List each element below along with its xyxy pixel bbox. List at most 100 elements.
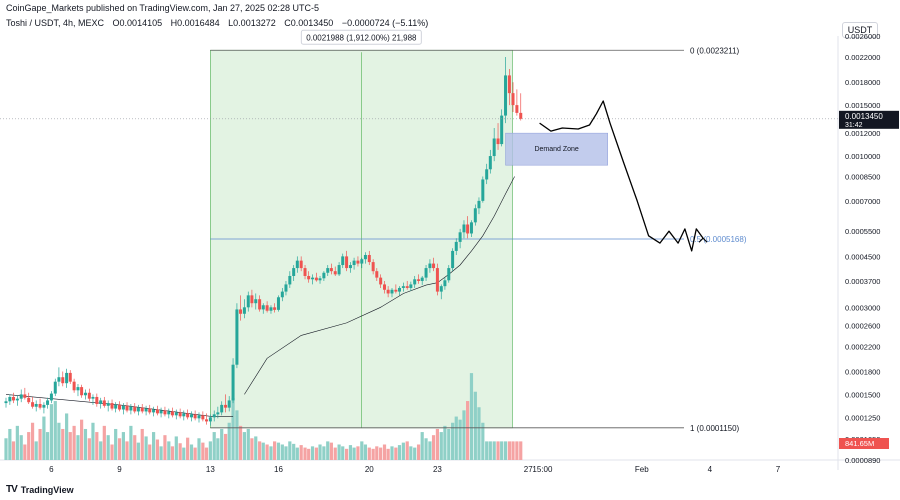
candle-body — [87, 392, 91, 399]
volume-bar — [435, 428, 440, 460]
candle-body — [276, 297, 280, 310]
volume-bar — [295, 447, 299, 460]
volume-bar — [117, 438, 122, 460]
candle-body — [170, 411, 174, 416]
symbol-label[interactable]: Toshi / USDT, 4h, MEXC — [6, 18, 105, 28]
price-tick-label: 0.0003000 — [845, 303, 880, 312]
volume-bar — [170, 446, 175, 460]
volume-bar — [53, 401, 57, 460]
candle-body — [439, 286, 443, 292]
candle-body — [261, 305, 265, 310]
fib-level-label: 0.5 (0.0005168) — [690, 235, 747, 244]
volume-bar — [519, 441, 523, 460]
time-tick-label: 16 — [274, 465, 283, 474]
ohlc-change: −0.0000724 (−5.11%) — [341, 18, 429, 28]
demand-zone[interactable] — [505, 132, 608, 166]
candle-body — [250, 295, 254, 304]
volume-bar — [80, 419, 84, 460]
price-tick-label: 0.0001800 — [845, 368, 880, 377]
volume-bar — [481, 422, 485, 460]
volume-value: 841.65M — [845, 439, 874, 448]
candle-body — [273, 307, 277, 310]
candle-body — [360, 259, 364, 264]
candle-body — [19, 394, 23, 399]
candle-body — [80, 387, 84, 396]
volume-bar — [42, 416, 46, 460]
volume-bar — [30, 422, 35, 460]
candle-body — [466, 224, 470, 234]
candle-body — [46, 400, 50, 405]
volume-tag — [839, 438, 889, 449]
volume-bar — [473, 391, 477, 460]
candle-body — [99, 400, 103, 404]
volume-bar — [189, 444, 194, 460]
volume-bar — [193, 447, 197, 460]
volume-bar — [428, 441, 432, 460]
candle-body — [477, 200, 481, 209]
volume-bar — [102, 425, 106, 460]
volume-bar — [344, 448, 349, 460]
time-tick-label: 27 — [524, 465, 533, 474]
candle-body — [345, 256, 349, 269]
projection-path[interactable] — [539, 100, 704, 252]
candle-body — [231, 364, 235, 401]
currency-button[interactable]: USDT — [842, 22, 878, 38]
volume-bar — [269, 446, 273, 460]
candle-body — [227, 400, 231, 408]
price-tick-label: 0.0002200 — [845, 342, 880, 351]
candle-body — [284, 284, 288, 292]
tradingview-logo-icon: TV — [6, 484, 18, 495]
volume-bar — [220, 428, 224, 460]
candle-body — [140, 407, 144, 412]
ohlc-close: C0.0013450 — [284, 18, 334, 28]
volume-bar — [95, 432, 99, 460]
volume-bar — [276, 442, 281, 460]
current-price-tag — [839, 110, 899, 129]
volume-bar — [223, 433, 228, 460]
volume-bar — [208, 441, 212, 460]
candle-body — [500, 115, 504, 145]
volume-bar — [258, 441, 262, 460]
candle-body — [451, 250, 455, 269]
volume-bar — [148, 444, 152, 460]
volume-bar — [356, 446, 360, 460]
measure-label-box — [300, 29, 422, 45]
volume-bar — [68, 432, 72, 460]
candle-body — [159, 410, 163, 414]
candle-body — [401, 286, 405, 288]
candle-body — [492, 138, 496, 157]
volume-bar — [23, 444, 27, 460]
volume-bar — [167, 441, 171, 460]
candle-body — [348, 265, 352, 269]
volume-bar — [216, 438, 220, 460]
candle-body — [155, 409, 159, 414]
time-tick-label: 7 — [776, 465, 781, 474]
volume-bar — [401, 442, 405, 460]
tradingview-brand: TradingView — [20, 484, 74, 495]
volume-bar — [382, 444, 387, 460]
candle-body — [307, 275, 311, 280]
candle-body — [57, 377, 61, 382]
candle-body — [496, 138, 500, 145]
candle-body — [265, 305, 269, 311]
candle-body — [488, 156, 492, 170]
volume-bar — [65, 413, 69, 460]
volume-bar — [454, 416, 458, 460]
volume-bar — [19, 435, 23, 460]
candle-body — [53, 381, 57, 394]
price-tick-label: 0.0004500 — [845, 252, 880, 261]
volume-bar — [91, 422, 95, 460]
candle-body — [507, 75, 511, 94]
volume-bar — [38, 428, 42, 460]
candle-body — [102, 400, 106, 406]
volume-bar — [125, 441, 129, 460]
candle-body — [106, 403, 110, 406]
candle-body — [295, 260, 299, 269]
volume-bar — [151, 432, 156, 460]
volume-bar — [375, 446, 379, 460]
time-tick-label: 9 — [117, 465, 122, 474]
volume-bar — [288, 441, 292, 460]
volume-bar — [515, 441, 519, 460]
tradingview-logo[interactable]: TV TradingView — [6, 484, 74, 495]
